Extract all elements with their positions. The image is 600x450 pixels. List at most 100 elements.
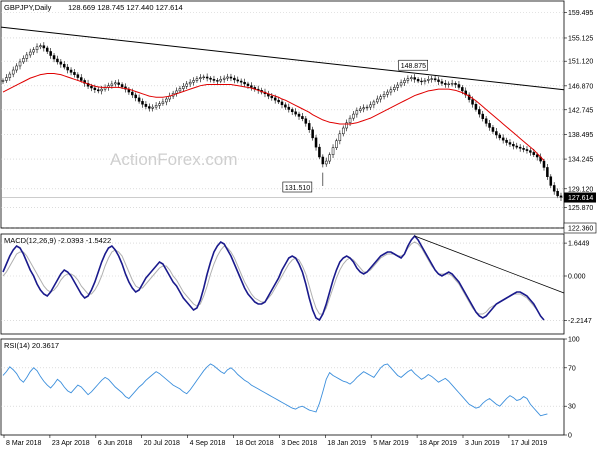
- candle-body: [239, 80, 243, 83]
- candle-body: [222, 77, 226, 80]
- candle-body: [59, 61, 63, 65]
- candle-body: [437, 79, 440, 82]
- candle-body: [549, 176, 553, 186]
- price-y-tick-label: 159.495: [568, 10, 593, 17]
- macd-y-tick-label: 1.6449: [568, 241, 590, 248]
- candle-body: [556, 190, 559, 197]
- candle-body: [42, 45, 46, 49]
- candle-body: [348, 117, 352, 124]
- moving-average-line: [2, 73, 545, 161]
- last-price-box: [564, 192, 596, 203]
- candle-body: [226, 76, 229, 79]
- candle-body: [284, 104, 287, 108]
- candle-body: [532, 152, 536, 155]
- candle-body: [512, 144, 515, 147]
- candle-body: [410, 77, 413, 79]
- x-tick-label: 5 Mar 2019: [373, 440, 409, 447]
- candle-body: [277, 99, 280, 103]
- candle-body: [420, 80, 423, 83]
- rsi-y-tick-label: 100: [568, 337, 580, 344]
- candle-body: [525, 149, 529, 151]
- x-tick-label: 3 Jun 2019: [465, 440, 500, 447]
- candle-body: [62, 63, 66, 68]
- candle-body: [28, 51, 32, 56]
- candle-body: [137, 97, 141, 102]
- candle-body: [440, 81, 444, 84]
- candle-body: [403, 80, 406, 84]
- candle-body: [120, 84, 124, 88]
- macd-trendline: [414, 235, 565, 294]
- candle-body: [25, 54, 29, 59]
- candle-body: [362, 107, 365, 110]
- candle-body: [287, 106, 291, 110]
- candle-body: [76, 74, 80, 78]
- candle-body: [219, 79, 223, 82]
- candle-body: [488, 123, 491, 128]
- candle-body: [66, 66, 69, 71]
- candle-body: [188, 81, 192, 85]
- candle-body: [110, 83, 114, 86]
- candle-body: [144, 103, 148, 107]
- candle-body: [195, 78, 199, 81]
- price-title-symbol: GBPJPY,Daily: [4, 3, 52, 12]
- macd-y-tick-label: 0.000: [568, 274, 586, 281]
- candle-body: [216, 80, 219, 82]
- candle-body: [382, 94, 386, 97]
- x-tick-label: 18 Oct 2018: [236, 440, 274, 447]
- candle-body: [158, 103, 161, 106]
- low-label: 131.510: [285, 185, 310, 192]
- x-tick-label: 3 Dec 2018: [281, 440, 317, 447]
- candle-body: [372, 101, 376, 106]
- x-tick-label: 18 Jan 2019: [327, 440, 366, 447]
- candle-body: [32, 49, 35, 53]
- candle-body: [212, 79, 216, 81]
- candle-body: [464, 90, 467, 96]
- rsi-y-tick-label: 70: [568, 365, 576, 372]
- candle-body: [45, 47, 49, 52]
- candle-body: [178, 88, 182, 92]
- candle-body: [11, 69, 15, 75]
- x-tick-label: 6 Jun 2018: [98, 440, 133, 447]
- candle-body: [338, 133, 342, 142]
- candle-body: [114, 82, 117, 85]
- candle-body: [535, 154, 539, 158]
- candle-body: [505, 139, 508, 143]
- rsi-y-tick-label: 0: [568, 433, 572, 440]
- candle-body: [495, 131, 498, 136]
- candle-body: [427, 79, 430, 81]
- low-label-box: [282, 181, 313, 193]
- candle-body: [386, 91, 389, 95]
- candle-body: [444, 83, 447, 85]
- candle-body: [522, 148, 525, 150]
- candle-body: [1, 80, 5, 82]
- candle-body: [69, 69, 73, 73]
- candle-body: [154, 105, 158, 108]
- candle-body: [93, 87, 97, 90]
- candle-body: [447, 83, 450, 85]
- macd-signal-line: [2, 241, 538, 315]
- x-tick-label: 18 Apr 2019: [419, 440, 457, 447]
- candle-body: [341, 127, 345, 135]
- candle-body: [478, 109, 481, 115]
- candle-body: [416, 79, 420, 82]
- candle-body: [15, 65, 18, 71]
- candle-body: [393, 87, 396, 90]
- price-y-tick-label: 142.745: [568, 107, 593, 114]
- candle-body: [229, 76, 233, 79]
- candle-body: [423, 80, 427, 82]
- candle-body: [304, 118, 308, 124]
- candle-body: [515, 145, 519, 148]
- candle-body: [199, 77, 202, 79]
- candle-body: [233, 77, 236, 81]
- candle-body: [52, 55, 56, 60]
- candle-body: [546, 167, 549, 177]
- candle-body: [358, 108, 362, 111]
- candle-body: [484, 118, 488, 124]
- candle-body: [314, 137, 318, 148]
- candle-body: [413, 77, 416, 80]
- price-y-tick-label: 155.125: [568, 35, 593, 42]
- candle-body: [165, 98, 168, 103]
- candle-body: [324, 160, 328, 165]
- price-y-tick-label: 146.870: [568, 83, 593, 90]
